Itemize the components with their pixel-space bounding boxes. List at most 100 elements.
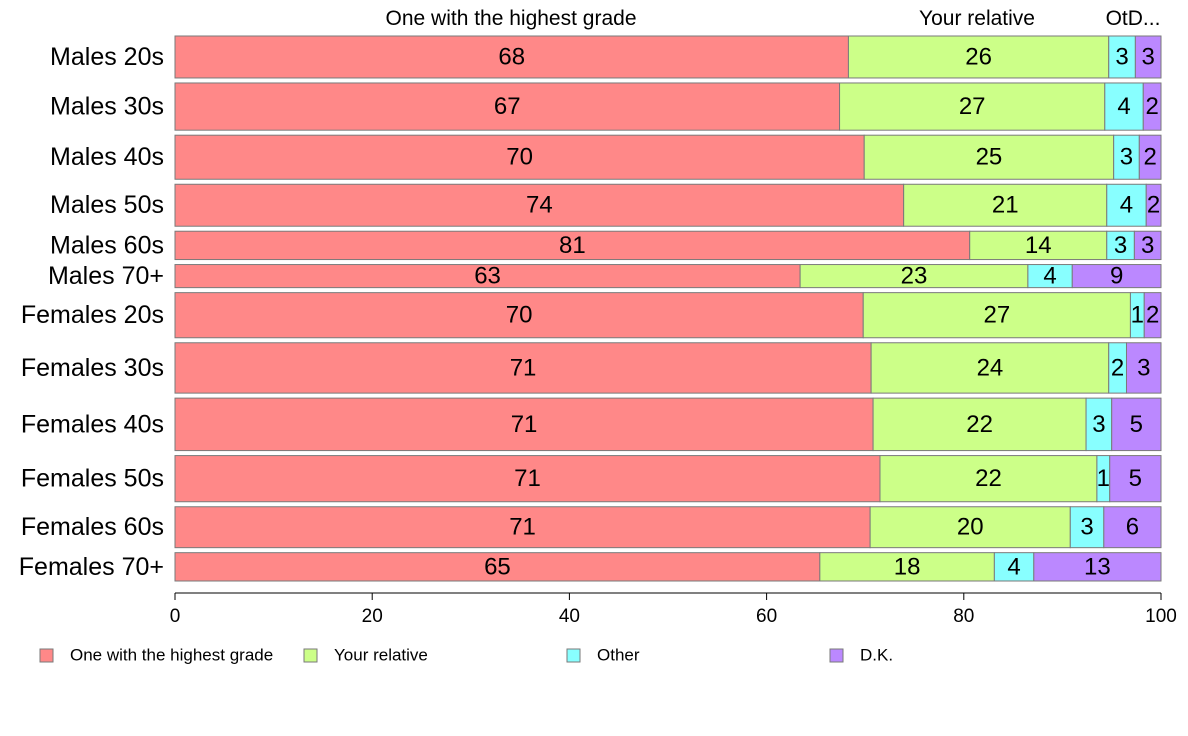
data-label-your-relative: 20 [957, 514, 984, 541]
data-label-one-with-the-highest-grade: 63 [474, 263, 501, 290]
bar-segment-your-relative [872, 397, 1087, 452]
bar-segment-d-k [1133, 230, 1162, 261]
data-label-one-with-the-highest-grade: 71 [511, 411, 538, 438]
data-label-d-k: 3 [1142, 43, 1155, 70]
bar-segment-one-with-the-highest-grade [174, 342, 872, 394]
legend-item-other: Other [566, 646, 640, 665]
data-label-other: 3 [1080, 514, 1093, 541]
legend-label: Your relative [334, 646, 428, 665]
bar-segment-d-k [1138, 134, 1162, 180]
legend-label: One with the highest grade [70, 646, 273, 665]
legend-label: Other [597, 646, 640, 665]
bar-segment-one-with-the-highest-grade [174, 183, 905, 227]
data-label-d-k: 2 [1145, 93, 1158, 120]
legend: One with the highest grade Your relative O… [39, 646, 893, 665]
bar-segment-other [1104, 82, 1144, 131]
top-label-highest-grade: One with the highest grade [386, 7, 637, 30]
bar-segment-one-with-the-highest-grade [174, 506, 871, 549]
data-label-one-with-the-highest-grade: 71 [514, 465, 541, 492]
data-label-other: 2 [1111, 354, 1124, 381]
bar-row-males-30s: Males 30s 67 27 4 2 [50, 82, 1162, 131]
bar-row-females-50s: Females 50s 71 22 1 5 [21, 455, 1162, 503]
legend-swatch [39, 648, 54, 663]
bar-segment-d-k [1145, 183, 1162, 227]
data-label-your-relative: 21 [992, 192, 1019, 219]
data-label-other: 1 [1097, 465, 1110, 492]
data-label-d-k: 2 [1146, 302, 1159, 329]
category-label: Females 40s [21, 410, 164, 438]
category-label: Males 70+ [48, 262, 164, 290]
x-tick-label: 0 [170, 606, 181, 627]
bar-segment-one-with-the-highest-grade [174, 397, 874, 452]
bar-row-males-40s: Males 40s 70 25 3 2 [50, 134, 1162, 180]
data-label-one-with-the-highest-grade: 71 [509, 514, 536, 541]
data-label-your-relative: 18 [894, 553, 921, 580]
legend-swatch [566, 648, 581, 663]
bar-segment-other [1108, 35, 1136, 79]
category-label: Females 30s [21, 354, 164, 382]
category-label: Males 50s [50, 191, 164, 219]
category-label: Females 50s [21, 465, 164, 493]
data-label-other: 4 [1043, 263, 1056, 290]
bar-segment-your-relative [870, 342, 1110, 394]
data-label-one-with-the-highest-grade: 70 [506, 302, 533, 329]
data-label-other: 3 [1092, 411, 1105, 438]
bar-segment-d-k [1033, 552, 1162, 582]
legend-item-your-relative: Your relative [303, 646, 428, 665]
data-label-other: 1 [1131, 302, 1144, 329]
data-label-d-k: 2 [1143, 144, 1156, 171]
bar-segment-your-relative [839, 82, 1106, 131]
data-label-d-k: 2 [1147, 192, 1160, 219]
bar-segment-d-k [1111, 397, 1162, 452]
legend-swatch [829, 648, 844, 663]
data-label-one-with-the-highest-grade: 70 [506, 144, 533, 171]
data-label-d-k: 9 [1110, 263, 1123, 290]
bar-row-females-70: Females 70+ 65 18 4 13 [19, 552, 1162, 582]
bar-segment-one-with-the-highest-grade [174, 134, 865, 180]
x-tick-label: 80 [953, 606, 974, 627]
data-label-your-relative: 27 [959, 93, 986, 120]
bar-row-males-60s: Males 60s 81 14 3 3 [50, 230, 1162, 261]
bar-segment-your-relative [863, 134, 1115, 180]
category-label: Males 20s [50, 43, 164, 71]
x-tick-label: 60 [756, 606, 777, 627]
data-label-one-with-the-highest-grade: 65 [484, 553, 511, 580]
data-label-other: 3 [1114, 232, 1127, 259]
legend-label: D.K. [860, 646, 893, 665]
bar-segment-your-relative [869, 506, 1071, 549]
data-label-your-relative: 23 [901, 263, 928, 290]
bar-segment-your-relative [862, 292, 1131, 339]
bar-row-males-50s: Males 50s 74 21 4 2 [50, 183, 1162, 227]
data-label-one-with-the-highest-grade: 81 [559, 232, 586, 259]
bar-row-males-70: Males 70+ 63 23 4 9 [48, 262, 1162, 290]
bar-segment-d-k [1143, 292, 1162, 339]
data-label-your-relative: 14 [1025, 232, 1052, 259]
data-label-other: 4 [1120, 192, 1133, 219]
bar-segment-your-relative [847, 35, 1110, 79]
bar-segment-one-with-the-highest-grade [174, 35, 849, 79]
category-label: Males 30s [50, 93, 164, 121]
bar-segment-your-relative [903, 183, 1108, 227]
data-label-your-relative: 22 [975, 465, 1002, 492]
bar-segment-other [1113, 134, 1140, 180]
bar-segment-one-with-the-highest-grade [174, 292, 864, 339]
bar-segment-other [993, 552, 1035, 582]
bar-segment-your-relative [819, 552, 995, 582]
data-label-your-relative: 24 [977, 354, 1004, 381]
x-axis: 0 20 40 60 80 100 [170, 592, 1177, 627]
data-label-your-relative: 27 [983, 302, 1010, 329]
data-label-other: 4 [1007, 553, 1020, 580]
bar-row-females-60s: Females 60s 71 20 3 6 [21, 506, 1162, 549]
bar-segment-d-k [1109, 455, 1162, 503]
data-label-your-relative: 26 [965, 43, 992, 70]
bar-segment-one-with-the-highest-grade [174, 552, 821, 582]
bar-segment-d-k [1071, 264, 1162, 289]
category-label: Females 20s [21, 301, 164, 329]
top-label-other-dk: OtD... [1106, 7, 1161, 30]
data-label-other: 4 [1117, 93, 1130, 120]
bar-segment-your-relative [969, 230, 1108, 261]
x-tick-label: 100 [1145, 606, 1177, 627]
bar-segment-one-with-the-highest-grade [174, 82, 841, 131]
data-label-d-k: 3 [1141, 232, 1154, 259]
data-label-d-k: 5 [1130, 411, 1143, 438]
